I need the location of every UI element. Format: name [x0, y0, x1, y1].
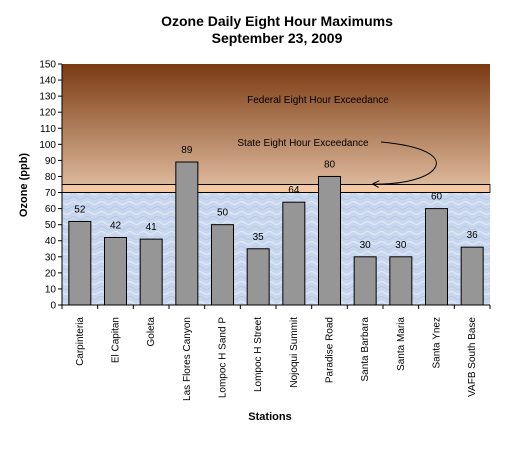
- y-tick-label: 0: [50, 301, 56, 312]
- bar: [139, 238, 163, 306]
- y-tick-label: 150: [39, 60, 56, 71]
- x-category-label: Santa Maria: [396, 317, 407, 371]
- y-tick-label: 120: [39, 108, 56, 119]
- y-tick-label: 20: [45, 268, 57, 279]
- chart-title: Ozone Daily Eight Hour Maximums: [161, 13, 393, 29]
- plot-area: [61, 64, 491, 305]
- x-category-label: Santa Ynez: [432, 317, 443, 369]
- state-annotation-arrow: [373, 141, 437, 184]
- state-exceedance-label: State Eight Hour Exceedance: [237, 138, 369, 149]
- y-tick-label: 70: [45, 188, 57, 199]
- y-tick-label: 100: [39, 140, 56, 151]
- x-category-label: Nojoqui Summit: [289, 317, 300, 388]
- federal-exceedance-band: [62, 64, 490, 185]
- y-tick-label: 50: [45, 220, 57, 231]
- y-tick-label: 30: [45, 252, 57, 263]
- bar-value-label: 80: [324, 159, 336, 170]
- bar-value-label: 89: [181, 145, 193, 156]
- y-axis-title: Ozone (ppb): [18, 153, 30, 217]
- chart-subtitle: September 23, 2009: [212, 30, 343, 46]
- bar: [104, 237, 127, 306]
- x-category-label: VAFB South Base: [467, 317, 478, 397]
- y-tick-label: 110: [40, 124, 56, 135]
- x-category-label: Carpinteria: [75, 317, 86, 366]
- bar: [460, 246, 484, 306]
- bar-value-label: 50: [217, 208, 229, 219]
- y-tick-label: 140: [39, 76, 56, 87]
- x-axis: Carpinteria El Capitan Goleta Las Flores Ca…: [61, 304, 491, 401]
- below-standard-background: [62, 192, 490, 305]
- bar: [175, 161, 199, 306]
- y-tick-label: 80: [45, 172, 57, 183]
- y-tick-label: 10: [45, 284, 57, 295]
- y-tick-label: 90: [45, 156, 57, 167]
- y-tick-label: 40: [45, 236, 57, 247]
- bar: [425, 208, 448, 306]
- bar: [246, 248, 270, 306]
- bar-value-label: 30: [360, 240, 372, 251]
- bar: [389, 256, 413, 306]
- bar: [353, 256, 377, 306]
- y-tick-label: 130: [39, 92, 56, 103]
- data-labels: 52 42 41 89 50 35 64 80 30 30 60 36: [74, 145, 478, 251]
- x-category-label: Lompoc H Street: [253, 317, 264, 392]
- x-category-label: Paradise Road: [325, 317, 336, 383]
- bar-value-label: 36: [467, 230, 479, 241]
- bar-value-label: 52: [74, 204, 86, 215]
- bar: [282, 201, 306, 306]
- bar-series: [68, 161, 484, 306]
- x-category-label: Las Flores Canyon: [182, 317, 193, 401]
- bar-value-label: 35: [253, 232, 265, 243]
- federal-exceedance-label: Federal Eight Hour Exceedance: [247, 95, 389, 106]
- state-exceedance-band: [61, 184, 491, 193]
- y-axis: 0 10 20 30 40 50 60 70 80 90 100 110 120 130 140 150: [39, 60, 63, 312]
- x-category-label: Lompoc H Sand P: [218, 317, 229, 398]
- x-category-label: Santa Barbara: [360, 317, 371, 382]
- x-axis-title: Stations: [248, 411, 291, 423]
- bar: [318, 175, 341, 306]
- x-category-label: El Capitan: [111, 317, 122, 363]
- bar: [68, 220, 92, 306]
- bar-value-label: 42: [110, 221, 122, 232]
- bar-value-label: 30: [395, 240, 407, 251]
- bar-value-label: 60: [431, 192, 443, 203]
- bar-value-label: 64: [288, 185, 300, 196]
- bar-value-label: 41: [146, 222, 158, 233]
- y-tick-label: 60: [45, 204, 57, 215]
- x-category-label: Goleta: [146, 317, 157, 347]
- bar: [211, 224, 234, 306]
